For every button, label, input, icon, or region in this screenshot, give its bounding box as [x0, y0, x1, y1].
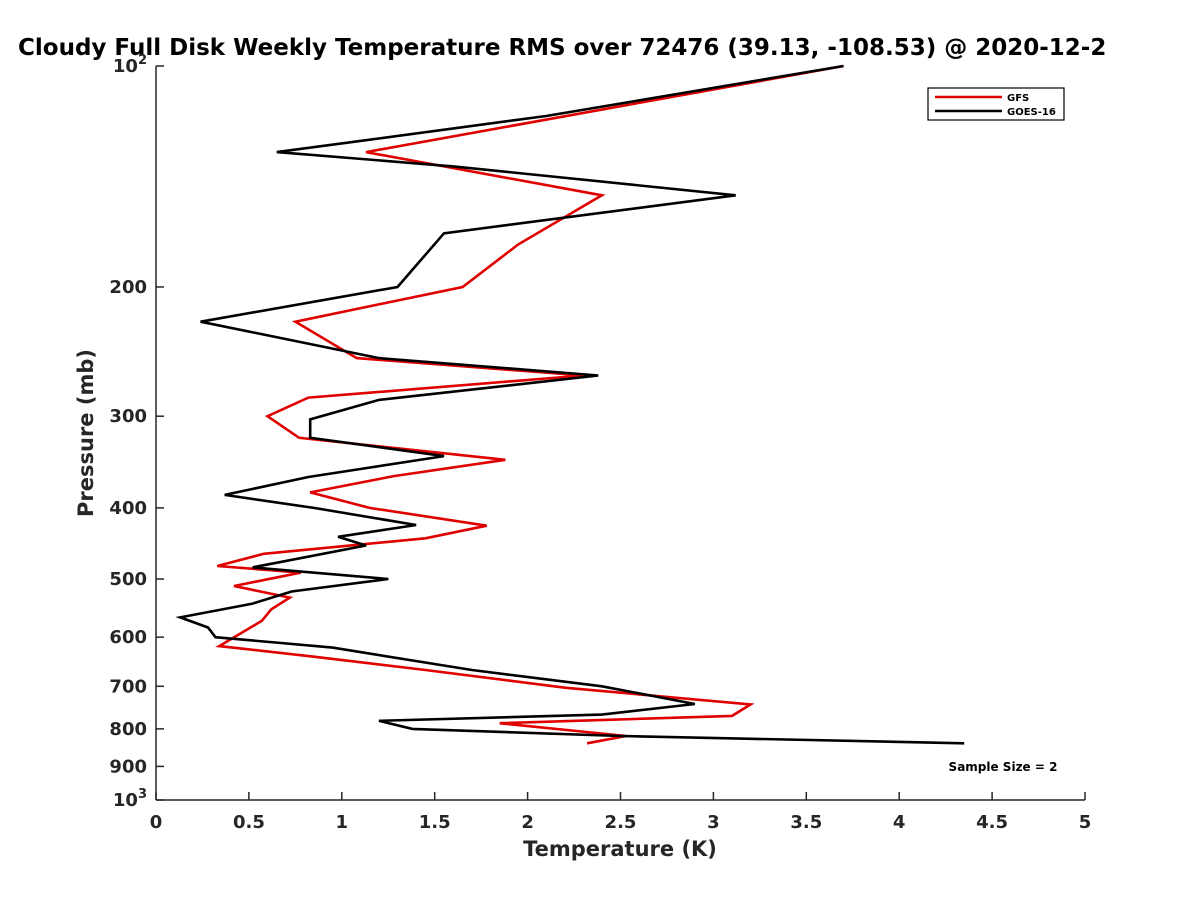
y-tick-label: 800	[109, 719, 147, 740]
x-tick-label: 4	[893, 812, 906, 833]
x-tick-label: 4.5	[976, 812, 1008, 833]
y-tick-label: 400	[109, 498, 147, 519]
x-tick-label: 3.5	[790, 812, 822, 833]
x-tick-label: 2	[521, 812, 534, 833]
x-axis-label: Temperature (K)	[523, 837, 717, 861]
y-tick-label: 900	[109, 756, 147, 777]
y-tick-label: 103	[113, 787, 147, 811]
x-tick-label: 1.5	[419, 812, 451, 833]
sample-size-annotation: Sample Size = 2	[949, 760, 1058, 774]
y-tick-label: 600	[109, 627, 147, 648]
y-axis-label: Pressure (mb)	[74, 349, 98, 517]
axes-layer: 0 0.5 1 1.5 2 2.5 3 3.5 4 4.5 5 102 200 300 400 500 600 7…	[109, 53, 1091, 833]
series-line-goes-16	[175, 64, 965, 745]
legend-label-goes-16: GOES-16	[1007, 107, 1056, 118]
x-tick-label: 3	[707, 812, 720, 833]
chart-title: Cloudy Full Disk Weekly Temperature RMS …	[18, 35, 1106, 61]
y-tick-label: 200	[109, 277, 147, 298]
y-tick-label: 700	[109, 676, 147, 697]
x-tick-label: 0	[150, 812, 163, 833]
x-tick-label: 0.5	[233, 812, 265, 833]
x-tick-label: 5	[1079, 812, 1092, 833]
y-tick-label: 500	[109, 569, 147, 590]
series-line-gfs	[215, 64, 844, 745]
legend-label-gfs: GFS	[1007, 93, 1029, 104]
x-tick-label: 1	[336, 812, 349, 833]
x-tick-label: 2.5	[605, 812, 637, 833]
legend-box	[927, 87, 1065, 121]
series-layer	[175, 64, 965, 745]
y-tick-label: 102	[113, 53, 147, 77]
y-tick-label: 300	[109, 406, 147, 427]
legend: GFS GOES-16	[927, 87, 1065, 121]
